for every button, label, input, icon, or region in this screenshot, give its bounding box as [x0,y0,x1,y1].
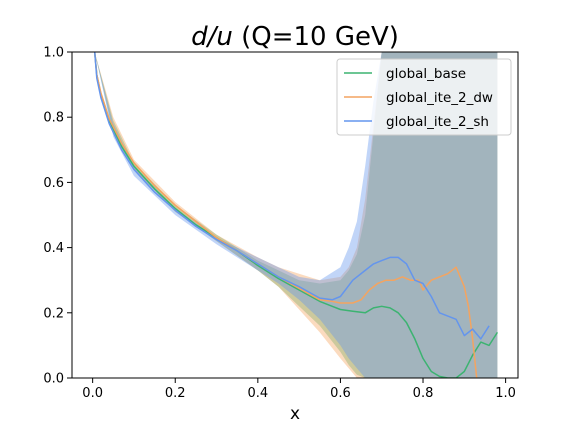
x-axis: 0.0 0.2 0.4 0.6 0.8 1.0 [82,378,516,401]
legend-label-global_base: global_base [386,66,466,82]
plot-frame [71,51,519,379]
y-tick-label: 0.6 [43,176,64,191]
legend: global_base global_ite_2_dw global_ite_2_s… [336,58,512,136]
chart-title-rest: (Q=10 GeV) [233,22,399,52]
x-tick-label: 0.4 [247,386,268,401]
x-tick-label: 0.8 [413,386,434,401]
legend-box [336,58,512,136]
y-tick-label: 0.0 [43,372,64,387]
x-axis-label: x [290,404,300,424]
legend-label-global_ite_2_dw: global_ite_2_dw [386,90,493,106]
x-tick-label: 0.0 [82,386,103,401]
series-line-global_ite_2_sh [93,52,490,340]
series-line-global_ite_2_dw [93,52,478,378]
series-lines [93,52,499,378]
x-tick-label: 0.6 [330,386,351,401]
chart-title-italic: d/u [191,22,233,52]
legend-label-global_ite_2_sh: global_ite_2_sh [386,114,489,130]
x-tick-label: 1.0 [495,386,516,401]
x-tick-label: 0.2 [165,386,186,401]
y-axis: 0.0 0.2 0.4 0.6 0.8 1.0 [43,46,72,387]
y-tick-label: 0.4 [43,241,64,256]
chart-title: d/u (Q=10 GeV) [191,22,399,52]
y-tick-label: 0.8 [43,111,64,126]
y-tick-label: 1.0 [43,46,64,61]
series-line-global_base [93,52,499,378]
y-tick-label: 0.2 [43,306,64,321]
